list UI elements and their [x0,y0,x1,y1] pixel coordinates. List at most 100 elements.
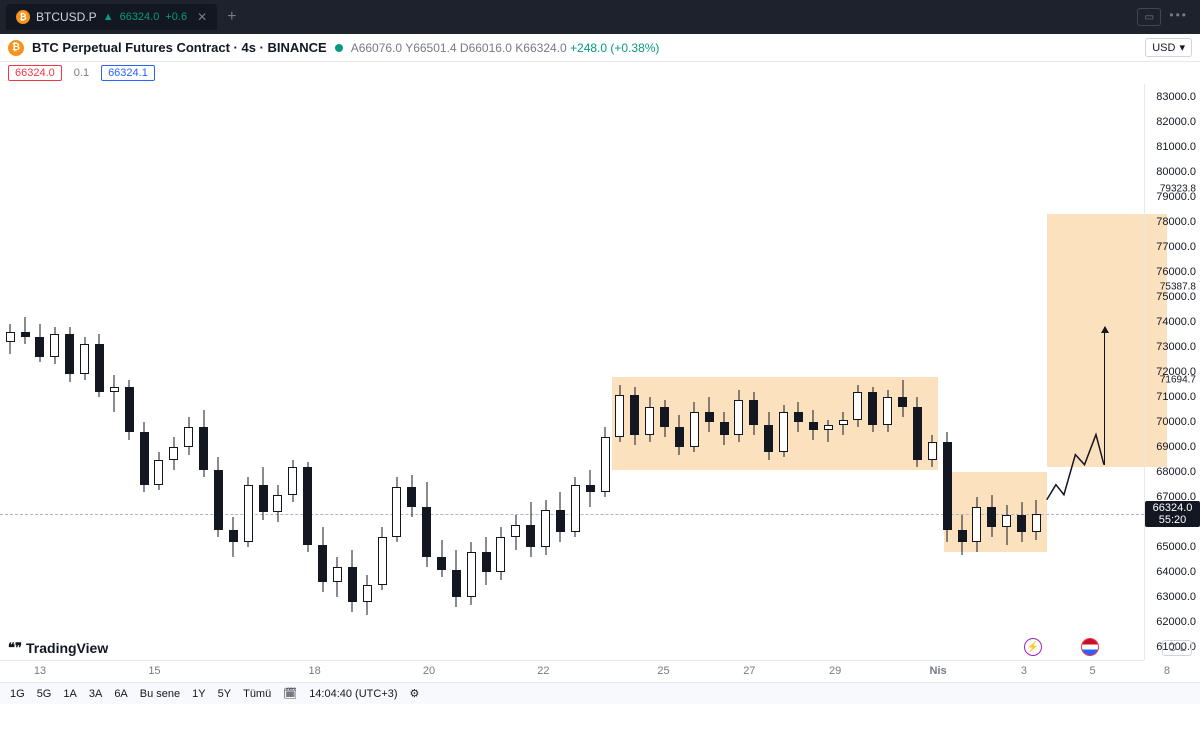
price-chart[interactable] [0,84,1144,660]
candle [348,550,357,613]
y-marker: 79323.8 [1160,183,1196,194]
y-tick: 78000.0 [1156,216,1196,228]
y-tick: 68000.0 [1156,466,1196,478]
symbol-header: ₿ BTC Perpetual Futures Contract · 4s · … [0,34,1200,62]
timeframe-6A[interactable]: 6A [114,688,127,700]
candle [645,397,654,442]
candle [734,390,743,443]
timeframe-5Y[interactable]: 5Y [218,688,231,700]
candle [868,387,877,432]
projection-arrow[interactable] [1104,327,1106,465]
x-tick: 3 [1021,665,1027,677]
candle [452,550,461,608]
candle [80,337,89,380]
timeframe-Bu sene[interactable]: Bu sene [140,688,180,700]
x-axis[interactable]: 1315182022252729Nis358 [0,660,1144,680]
candle [556,492,565,542]
market-open-dot [335,44,343,52]
candle [482,537,491,585]
candle [110,375,119,413]
add-tab-button[interactable]: + [217,8,246,26]
candle [214,457,223,537]
chart-tab[interactable]: ₿ BTCUSD.P ▲ 66324.0 +0.6 ✕ [6,4,217,30]
y-tick: 80000.0 [1156,166,1196,178]
y-tick: 75000.0 [1156,291,1196,303]
current-price-label[interactable]: 66324.055:20 [1145,501,1200,527]
ask-badge[interactable]: 66324.1 [101,65,155,81]
candle [333,557,342,597]
y-tick: 73000.0 [1156,341,1196,353]
candle [288,460,297,503]
tab-bar: ₿ BTCUSD.P ▲ 66324.0 +0.6 ✕ + ▭ ••• [0,0,1200,34]
candle [928,435,937,468]
candle [273,485,282,523]
x-tick: 5 [1089,665,1095,677]
candle [35,324,44,362]
candle [541,500,550,555]
flag-icon[interactable] [1081,638,1099,656]
currency-selector[interactable]: USD ▾ [1145,38,1192,57]
tab-arrow: ▲ [103,11,114,23]
x-tick: Nis [930,665,947,677]
candle [839,412,848,435]
candle [1002,505,1011,545]
candle [154,452,163,490]
candle [1017,502,1026,542]
timeframe-1G[interactable]: 1G [10,688,25,700]
chevron-down-icon: ▾ [1179,41,1185,54]
y-tick: 83000.0 [1156,91,1196,103]
more-icon[interactable]: ••• [1169,8,1188,26]
candle [199,410,208,478]
timeframe-1A[interactable]: 1A [63,688,76,700]
x-tick: 8 [1164,665,1170,677]
y-tick: 74000.0 [1156,316,1196,328]
candle [675,415,684,455]
candle [229,517,238,557]
candle [407,475,416,518]
x-tick: 15 [148,665,160,677]
y-tick: 82000.0 [1156,116,1196,128]
candle [705,397,714,432]
timeframe-Tümü[interactable]: Tümü [243,688,271,700]
timeframe-3A[interactable]: 3A [89,688,102,700]
candle [824,420,833,443]
x-tick: 27 [743,665,755,677]
tab-price: 66324.0 [120,11,160,23]
btc-icon: ₿ [16,10,30,24]
layout-icon[interactable]: ▭ [1137,8,1161,26]
candle [95,334,104,397]
chart-container: 83000.082000.081000.080000.079000.078000… [0,84,1200,704]
y-axis[interactable]: 83000.082000.081000.080000.079000.078000… [1144,84,1200,660]
timeframe-1Y[interactable]: 1Y [192,688,205,700]
lightning-icon[interactable]: ⚡ [1024,638,1042,656]
y-tick: 65000.0 [1156,541,1196,553]
calendar-icon[interactable]: 🗓 [283,687,297,700]
candle [303,462,312,552]
symbol-title[interactable]: BTC Perpetual Futures Contract · 4s · BI… [32,40,327,55]
candle [779,405,788,458]
bid-badge[interactable]: 66324.0 [8,65,62,81]
candle [794,402,803,432]
candle [363,575,372,615]
close-icon[interactable]: ✕ [197,10,207,24]
candle [422,482,431,567]
x-tick: 20 [423,665,435,677]
ol-toggle[interactable]: O L [1162,640,1192,656]
candle [615,385,624,443]
candle [21,317,30,345]
candle [378,527,387,590]
gear-icon[interactable]: ⚙ [410,687,420,700]
x-tick: 29 [829,665,841,677]
candle [244,477,253,547]
candle [169,437,178,470]
candle [392,477,401,542]
y-tick: 64000.0 [1156,566,1196,578]
candle [690,402,699,452]
candle [660,400,669,438]
candle [720,412,729,445]
timeframe-5G[interactable]: 5G [37,688,52,700]
btc-icon: ₿ [8,40,24,56]
candle [50,327,59,365]
candle [809,410,818,440]
y-marker: 71694.7 [1160,374,1196,385]
